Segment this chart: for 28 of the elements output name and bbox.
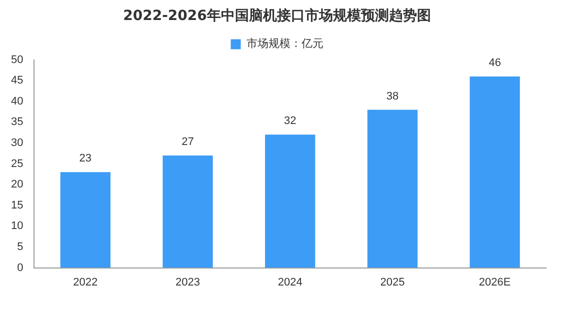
- legend-label: 市场规模：亿元: [246, 37, 324, 50]
- x-tick-label: 2022: [73, 276, 98, 288]
- y-tick-label: 5: [17, 241, 24, 254]
- y-tick-label: 25: [10, 158, 24, 170]
- x-tick-label: 2025: [380, 276, 405, 288]
- y-tick-label: 40: [10, 95, 24, 108]
- data-label: 23: [79, 152, 92, 165]
- data-label: 27: [182, 136, 194, 148]
- bar: [470, 76, 520, 268]
- y-tick-label: 50: [10, 54, 24, 66]
- y-tick-label: 10: [10, 220, 24, 232]
- x-tick-label: 2026E: [478, 276, 511, 288]
- y-tick-label: 35: [10, 116, 24, 128]
- bar: [367, 110, 418, 268]
- data-label: 46: [488, 56, 501, 69]
- y-tick-label: 0: [17, 262, 24, 274]
- bar: [60, 172, 110, 268]
- bar: [265, 134, 316, 268]
- bar: [162, 155, 213, 268]
- x-tick-label: 2024: [278, 276, 302, 288]
- chart-title: 2022-2026年中国脑机接口市场规模预测趋势图: [123, 7, 431, 24]
- data-label: 38: [386, 90, 399, 102]
- x-tick-label: 2023: [176, 276, 200, 288]
- y-tick-label: 30: [10, 137, 24, 150]
- y-tick-label: 20: [10, 178, 24, 191]
- y-tick-label: 15: [10, 199, 24, 212]
- y-tick-label: 45: [10, 74, 24, 87]
- data-label: 32: [284, 115, 296, 128]
